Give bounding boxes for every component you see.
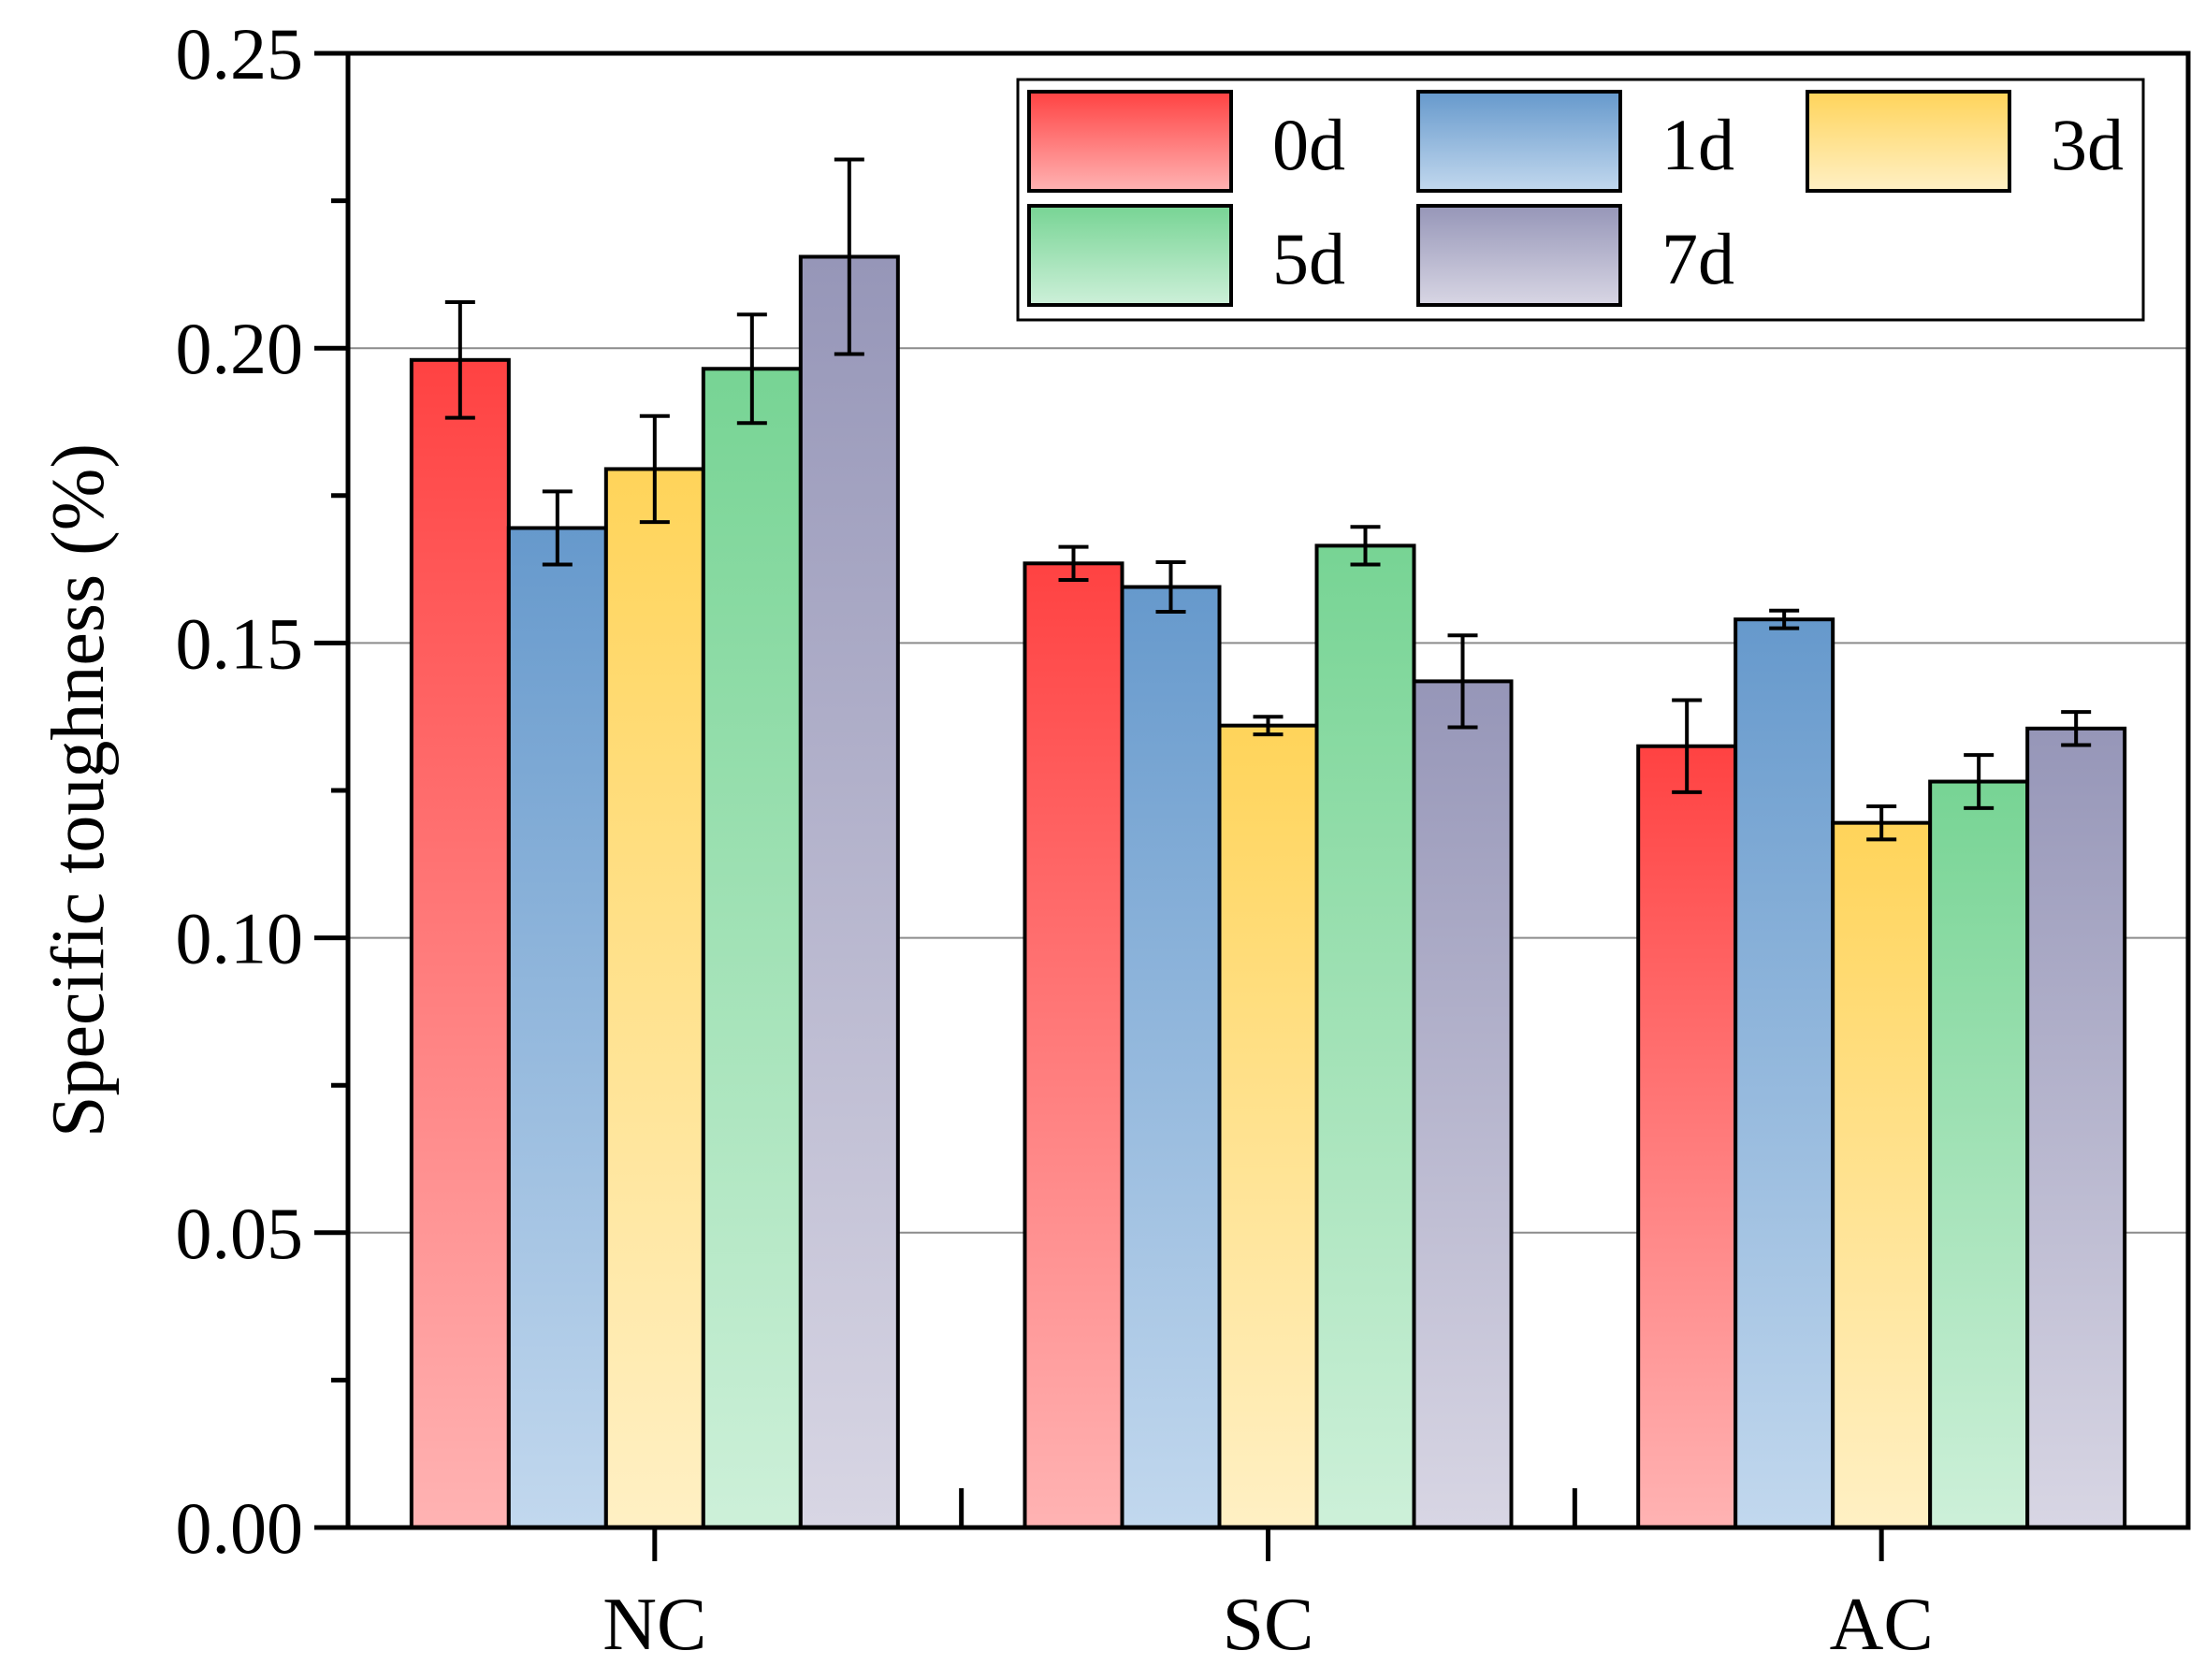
legend-swatch xyxy=(1027,90,1233,193)
bar-sc-1d xyxy=(1120,585,1222,1529)
legend-item-1d: 1d xyxy=(1416,90,1734,193)
y-tick-label: 0.20 xyxy=(176,308,304,389)
y-axis: 0.00 0.05 0.10 0.15 0.20 0.25 xyxy=(176,13,348,1569)
bar-ac-3d xyxy=(1831,820,1933,1529)
bar-nc-7d xyxy=(798,254,900,1529)
legend-label: 0d xyxy=(1272,104,1345,185)
bar-sc-0d xyxy=(1023,561,1124,1529)
x-axis: NC SC AC xyxy=(602,1488,1934,1666)
bar-ac-7d xyxy=(2025,726,2127,1529)
bar-ac-1d xyxy=(1734,617,1835,1529)
error-bars xyxy=(444,157,2092,842)
x-tick-label: NC xyxy=(602,1584,706,1666)
bar-sc-5d xyxy=(1314,543,1416,1529)
y-axis-label: Specific toughness (%) xyxy=(37,443,120,1137)
bar-ac-5d xyxy=(1928,779,2030,1529)
legend-item-7d: 7d xyxy=(1416,204,1734,307)
legend-item-3d: 3d xyxy=(1806,90,2124,193)
x-tick-label: SC xyxy=(1223,1584,1314,1666)
bar-nc-5d xyxy=(701,367,803,1529)
legend-swatch xyxy=(1027,204,1233,307)
bar-sc-3d xyxy=(1217,723,1319,1529)
legend: 0d 1d 3d 5d 7d xyxy=(1016,78,2145,322)
y-tick-label: 0.10 xyxy=(176,898,304,979)
bars xyxy=(409,254,2127,1530)
legend-swatch xyxy=(1416,204,1622,307)
legend-item-0d: 0d xyxy=(1027,90,1345,193)
bar-sc-7d xyxy=(1412,679,1514,1529)
bar-nc-3d xyxy=(603,467,705,1529)
legend-label: 3d xyxy=(2051,104,2124,185)
legend-swatch xyxy=(1416,90,1622,193)
y-tick-label: 0.15 xyxy=(176,602,304,684)
legend-label: 7d xyxy=(1661,218,1734,299)
legend-label: 5d xyxy=(1272,218,1345,299)
y-tick-label: 0.25 xyxy=(176,13,304,94)
legend-swatch xyxy=(1806,90,2011,193)
bar-nc-1d xyxy=(506,526,608,1529)
bar-ac-0d xyxy=(1636,744,1738,1529)
bar-nc-0d xyxy=(409,357,511,1530)
legend-item-5d: 5d xyxy=(1027,204,1345,307)
y-tick-label: 0.05 xyxy=(176,1193,304,1274)
x-tick-label: AC xyxy=(1830,1584,1934,1666)
legend-label: 1d xyxy=(1661,104,1734,185)
y-tick-label: 0.00 xyxy=(176,1487,304,1569)
